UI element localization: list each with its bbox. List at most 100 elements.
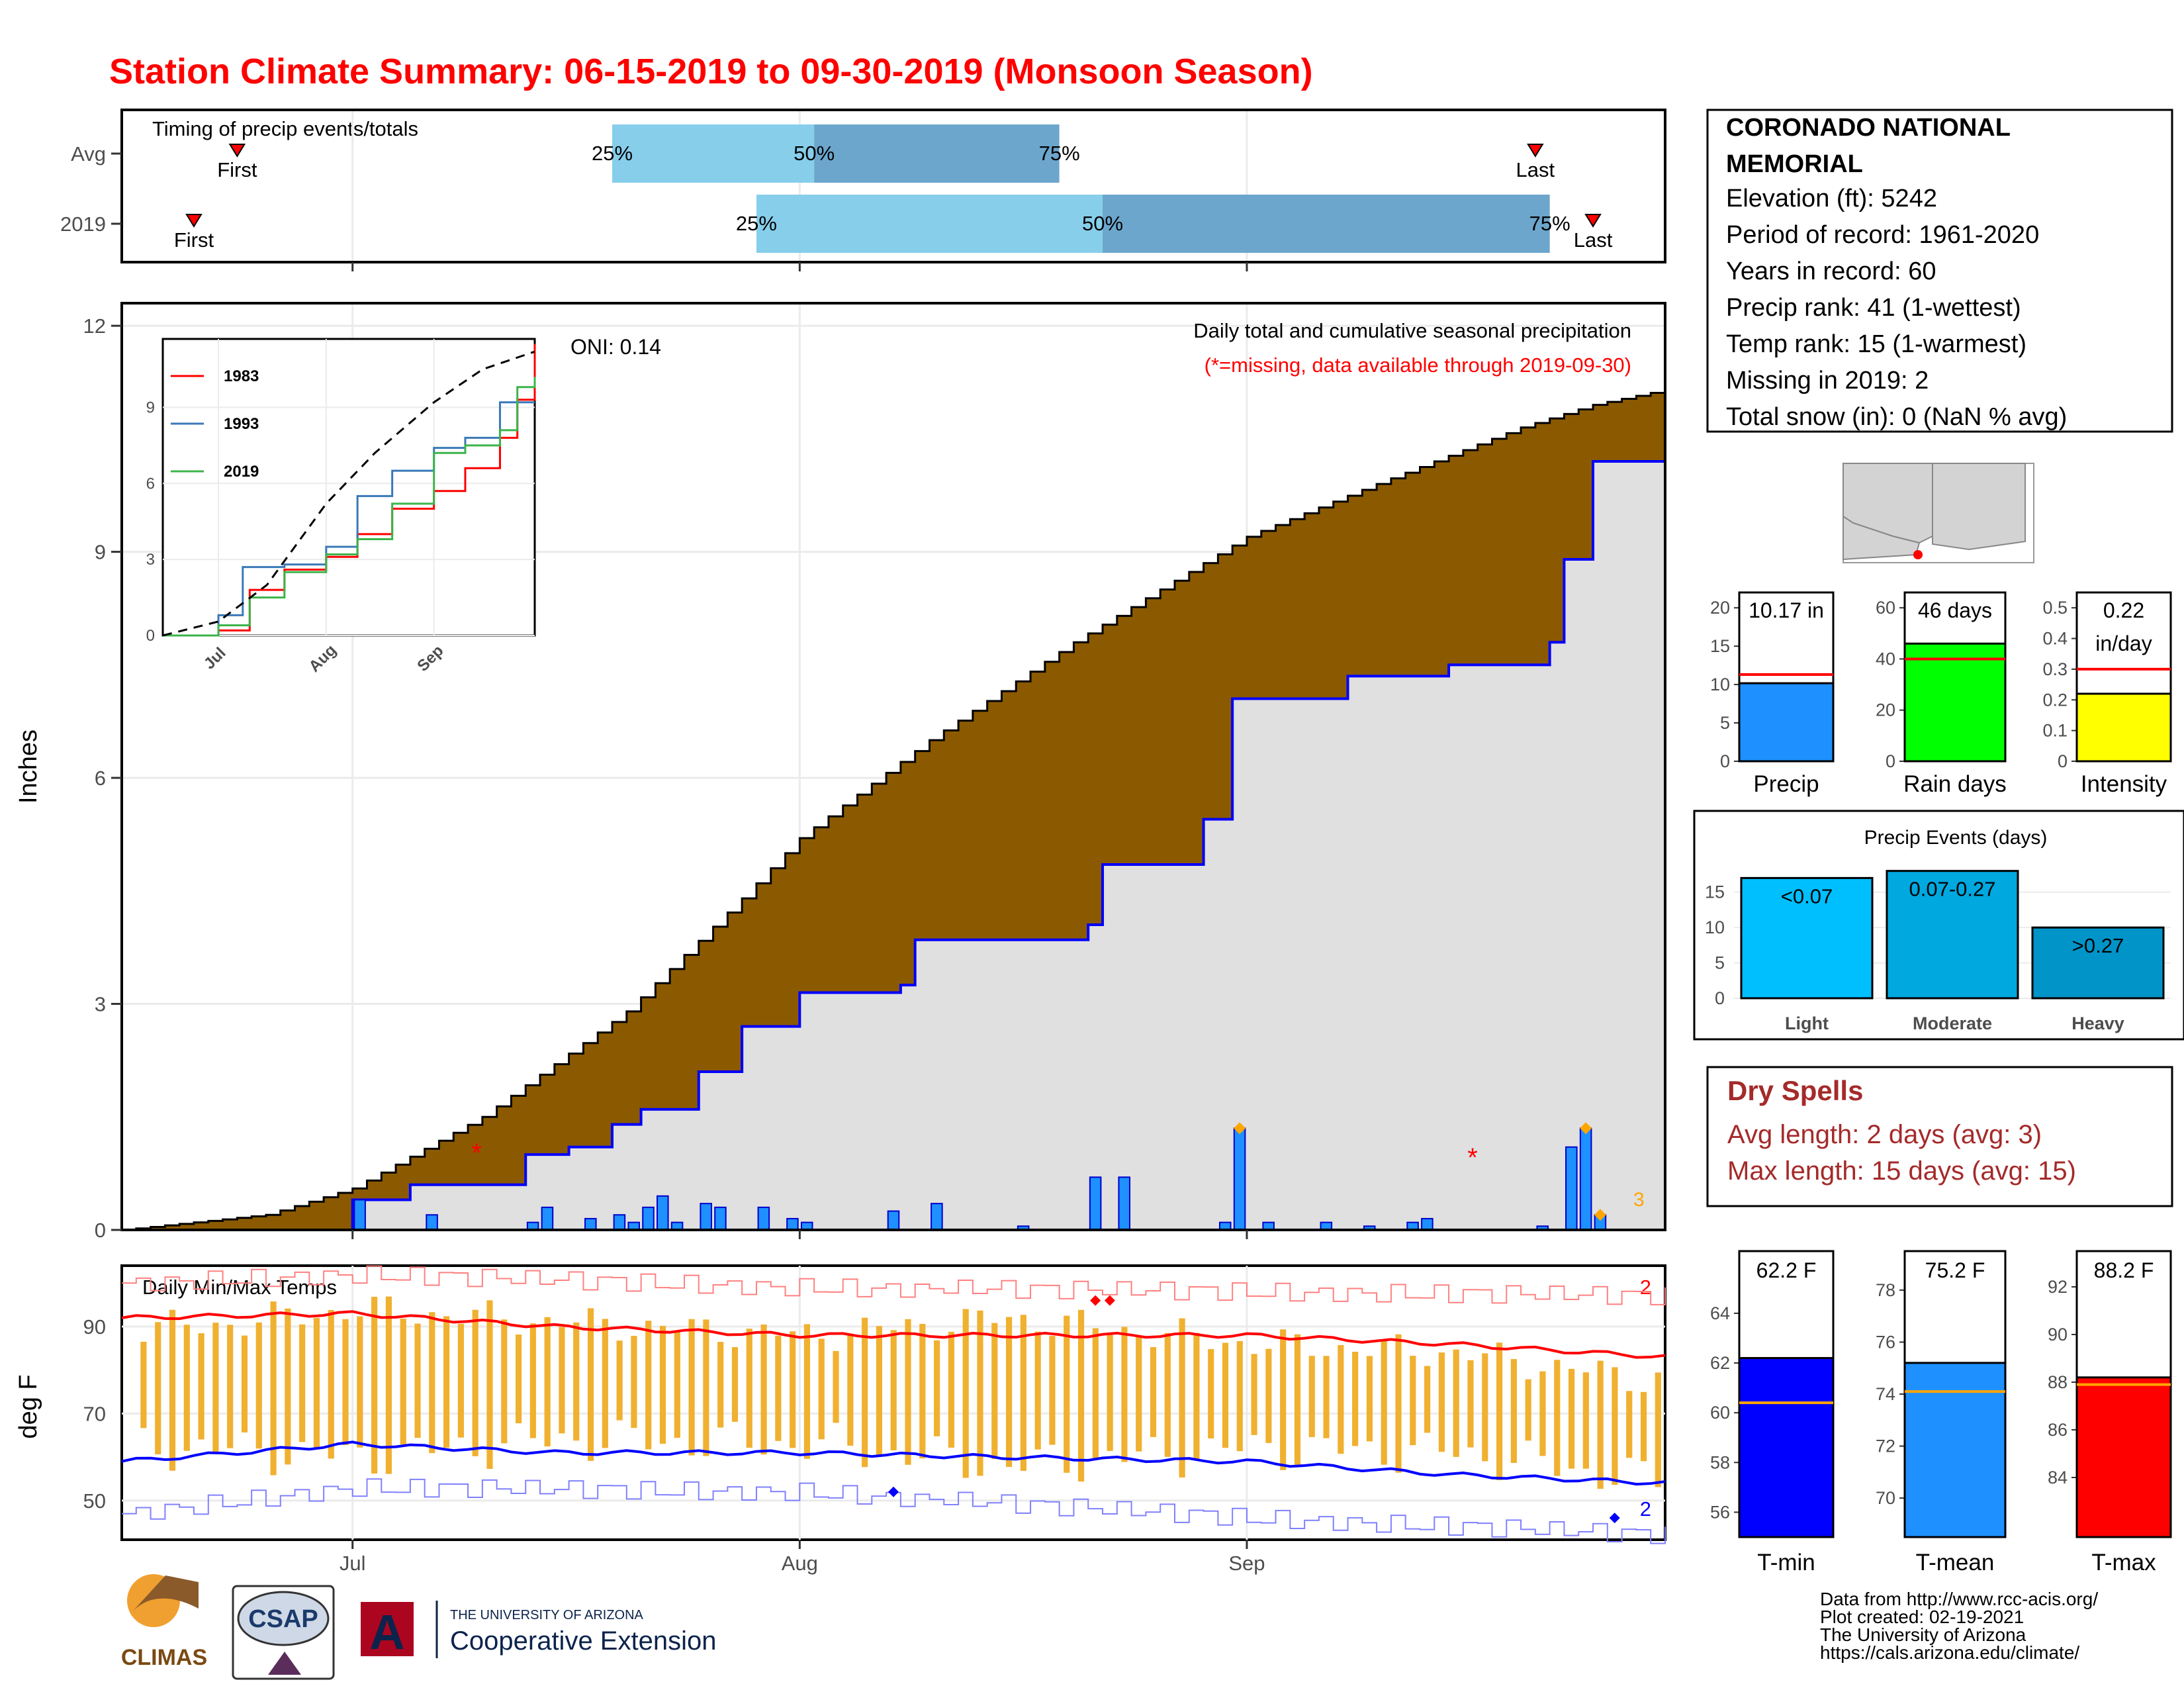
daily-temp-range-bar xyxy=(443,1316,450,1448)
events-category-label: Heavy xyxy=(2071,1013,2124,1033)
temp-series-record-high xyxy=(122,1265,1666,1305)
tstat-value-label: 62.2 F xyxy=(1756,1258,1817,1282)
daily-temp-range-bar xyxy=(342,1319,349,1446)
stat-ytick-label: 5 xyxy=(1720,713,1730,733)
timing-p50-label: 50% xyxy=(794,142,835,165)
daily-temp-range-bar xyxy=(1208,1349,1214,1439)
tstat-ytick-label: 86 xyxy=(2048,1420,2068,1440)
daily-precip-bar xyxy=(887,1210,900,1231)
daily-temp-range-bar xyxy=(1092,1328,1099,1458)
daily-temp-range-bar xyxy=(1482,1353,1488,1462)
daily-temp-range-bar xyxy=(472,1309,478,1456)
timing-last-label: Last xyxy=(1516,158,1555,181)
daily-temp-range-bar xyxy=(1179,1318,1185,1477)
record-high-count: 2 xyxy=(1640,1276,1651,1299)
daily-temp-range-bar xyxy=(645,1321,652,1450)
daily-temp-range-bar xyxy=(227,1325,234,1448)
inset-chart: 0 3 6 9 Jul Aug Sep 1983 1993 2019 xyxy=(146,338,536,676)
daily-precip-bar xyxy=(931,1203,943,1231)
timing-p25-label: 25% xyxy=(736,212,777,235)
stat-ytick-label: 0.5 xyxy=(2042,598,2068,618)
daily-temp-range-bar xyxy=(1020,1315,1026,1471)
events-ytick-label: 5 xyxy=(1715,953,1725,973)
daily-temp-range-bar xyxy=(631,1335,637,1429)
daily-temp-range-bar xyxy=(977,1310,983,1476)
csap-logo: CSAP xyxy=(232,1585,335,1680)
inset-ytick-label: 0 xyxy=(146,627,155,645)
daily-temp-range-bar xyxy=(616,1340,623,1421)
daily-temp-range-bar xyxy=(862,1317,868,1468)
temp-ytick-label: 70 xyxy=(83,1402,106,1425)
precip-legend-note: (*=missing, data available through 2019-… xyxy=(1205,353,1631,377)
stat-ytick-label: 60 xyxy=(1876,598,1895,618)
climas-landscape-icon xyxy=(129,1575,199,1615)
precip-ytick-label: 3 xyxy=(95,993,106,1016)
daily-temp-range-bar xyxy=(1251,1354,1257,1435)
dry-spells-box: Dry Spells Avg length: 2 days (avg: 3) M… xyxy=(1706,1066,2173,1207)
precip-panel: Inches ONI: 0.14 Daily total and cumulat… xyxy=(15,302,1666,1575)
precip-frame xyxy=(120,302,1666,1231)
tstat-category-label: T-max xyxy=(2091,1550,2156,1575)
stat-ytick-label: 20 xyxy=(1710,598,1730,618)
ua-logo: A THE UNIVERSITY OF ARIZONA Cooperative … xyxy=(361,1601,716,1660)
daily-precip-bar xyxy=(786,1217,799,1231)
daily-temp-range-bar xyxy=(1005,1317,1013,1468)
daily-temp-range-bar xyxy=(760,1324,767,1455)
stat-value-label: 46 days xyxy=(1918,598,1992,622)
events-value-label: 0.07-0.27 xyxy=(1909,878,1996,901)
stat-bar-precip xyxy=(1738,682,1835,763)
dry-spells-title: Dry Spells xyxy=(1727,1075,1863,1106)
stat-ytick-label: 0.4 xyxy=(2042,629,2068,649)
tstat-ytick-label: 56 xyxy=(1710,1502,1730,1522)
daily-temp-range-bar xyxy=(501,1319,508,1444)
timing-p25-label: 25% xyxy=(592,142,633,165)
footer-line4: https://cals.arizona.edu/climate/ xyxy=(1820,1642,2079,1663)
dry-spells-max: Max length: 15 days (avg: 15) xyxy=(1727,1156,2076,1186)
obs-cumulative-area xyxy=(122,461,1665,1230)
station-snow: Total snow (in): 0 (NaN % avg) xyxy=(1726,403,2067,431)
dry-spells-frame xyxy=(1706,1066,2173,1207)
daily-temp-range-bar xyxy=(587,1308,594,1461)
precip-areas xyxy=(122,389,1666,1231)
logos: CLIMAS CSAP A THE UNIVERSITY OF ARIZONA … xyxy=(121,1574,716,1680)
daily-temp-range-bar xyxy=(385,1296,392,1474)
daily-temp-range-bar xyxy=(414,1323,421,1438)
record-temp-marker xyxy=(1090,1295,1101,1306)
stat-bar-intensity xyxy=(2075,692,2172,763)
tstat-category-label: T-mean xyxy=(1916,1550,1995,1575)
daily-temp-range-bar xyxy=(429,1312,435,1454)
daily-temp-range-bar xyxy=(1366,1356,1373,1442)
daily-temp-range-bar xyxy=(876,1326,883,1456)
daily-temp-range-bar xyxy=(1034,1331,1041,1450)
tstat-ytick-label: 90 xyxy=(2048,1325,2068,1344)
temp-panel: Daily Min/Max Temps deg F 2 2 50 70 90 xyxy=(15,1264,1666,1549)
daily-temp-range-bar xyxy=(1280,1329,1287,1470)
tstat-ytick-label: 62 xyxy=(1710,1353,1730,1373)
daily-temp-range-bar xyxy=(1107,1334,1113,1451)
daily-temp-range-bar xyxy=(155,1322,161,1454)
precip-stat-charts: 0 5 10 15 20 10.17 in Precip 0 20 40 60 46 days Rain… xyxy=(1710,591,2172,797)
tstat-ytick-label: 76 xyxy=(1876,1332,1895,1352)
daily-temp-range-bar xyxy=(905,1319,911,1465)
daily-temp-range-bar xyxy=(198,1333,205,1440)
daily-temp-range-bar xyxy=(255,1322,262,1449)
oni-label: ONI: 0.14 xyxy=(570,335,661,359)
events-ytick-label: 0 xyxy=(1715,988,1725,1008)
tstat-bar-t-mean xyxy=(1903,1362,2007,1538)
daily-temp-range-bar xyxy=(486,1300,493,1469)
station-frame xyxy=(1706,109,2173,433)
timing-bar-50-75 xyxy=(1103,195,1550,253)
daily-precip-bar xyxy=(353,1199,366,1231)
daily-temp-range-bar xyxy=(299,1324,306,1442)
daily-temp-range-bar xyxy=(1136,1335,1142,1452)
station-period: Period of record: 1961-2020 xyxy=(1726,221,2039,249)
daily-temp-range-bar xyxy=(1438,1352,1445,1452)
daily-temp-range-bar xyxy=(1510,1359,1517,1464)
map-state-arizona xyxy=(1932,463,2026,551)
stat-category-label: Precip xyxy=(1753,771,1819,797)
daily-temp-range-bar xyxy=(674,1331,680,1438)
daily-temp-range-bar xyxy=(285,1308,291,1465)
stat-ytick-label: 0 xyxy=(1886,751,1895,771)
station-location-marker xyxy=(1913,550,1923,559)
timing-last-label: Last xyxy=(1574,228,1613,252)
